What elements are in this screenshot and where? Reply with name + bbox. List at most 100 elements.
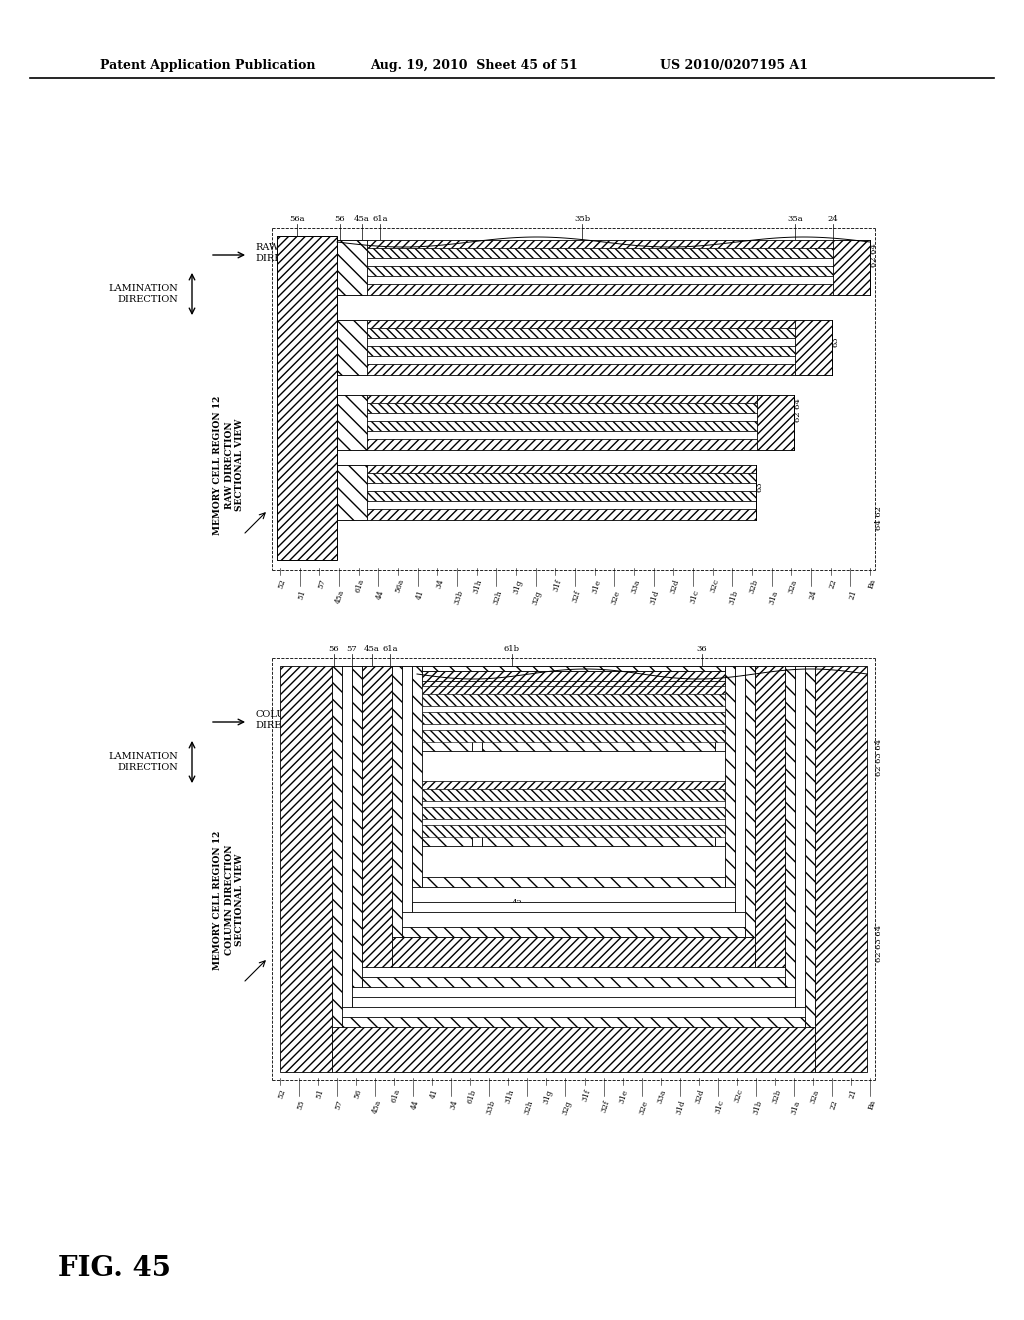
Text: 61a: 61a	[390, 1088, 401, 1104]
Bar	[422, 781, 472, 846]
Text: 35b: 35b	[654, 904, 670, 912]
Text: 62 64: 62 64	[870, 243, 878, 267]
Text: 32h: 32h	[523, 1100, 535, 1115]
Bar	[795, 319, 831, 375]
Bar	[422, 789, 725, 801]
Bar	[352, 997, 795, 1007]
Bar	[402, 927, 745, 937]
Bar	[332, 356, 831, 364]
Bar	[332, 473, 756, 483]
Text: 34: 34	[449, 1100, 459, 1111]
Text: 32c: 32c	[709, 578, 720, 594]
Text: LAMINATION
DIRECTION: LAMINATION DIRECTION	[109, 752, 178, 772]
Bar	[422, 730, 725, 742]
Bar	[715, 781, 725, 846]
Bar	[342, 1016, 805, 1027]
Text: 32e: 32e	[610, 589, 622, 605]
Bar	[332, 667, 815, 692]
Text: 55: 55	[296, 1100, 306, 1110]
Text: 33a: 33a	[656, 1088, 669, 1105]
Text: 31c: 31c	[714, 1100, 725, 1115]
Text: 31f: 31f	[581, 1088, 592, 1102]
Bar	[422, 825, 725, 837]
Text: 55: 55	[308, 487, 319, 496]
Text: US 2010/0207195 A1: US 2010/0207195 A1	[660, 58, 808, 71]
Bar	[332, 483, 756, 491]
Bar	[402, 667, 412, 912]
Text: 62 63 64: 62 63 64	[874, 925, 883, 962]
Bar	[332, 395, 794, 403]
Text: 35a: 35a	[657, 714, 673, 722]
Bar	[332, 395, 367, 450]
Text: 32c: 32c	[732, 1088, 744, 1104]
Text: 21: 21	[847, 589, 858, 601]
Text: 32f: 32f	[571, 589, 583, 603]
Bar	[332, 440, 794, 450]
Bar	[332, 240, 870, 294]
Bar	[412, 667, 422, 887]
Text: SECTIONAL VIEW: SECTIONAL VIEW	[236, 418, 245, 511]
Text: 35a: 35a	[657, 904, 673, 912]
Text: 62 64: 62 64	[794, 399, 802, 422]
Text: 31d: 31d	[675, 1100, 687, 1115]
Text: FIG. 45: FIG. 45	[58, 1254, 171, 1282]
Text: 42: 42	[512, 804, 522, 812]
Text: 45a: 45a	[365, 645, 380, 653]
Bar	[278, 236, 332, 560]
Text: 45a: 45a	[354, 215, 370, 223]
Text: Patent Application Publication: Patent Application Publication	[100, 58, 315, 71]
Bar	[332, 510, 756, 520]
Bar	[422, 818, 725, 825]
Text: 32b: 32b	[770, 1088, 782, 1105]
Bar	[362, 667, 392, 968]
Bar	[332, 319, 831, 375]
Text: 52: 52	[276, 1088, 288, 1100]
Text: 45c: 45c	[439, 714, 455, 722]
Text: 35a: 35a	[657, 809, 673, 817]
Bar	[482, 781, 715, 846]
Text: 57: 57	[316, 578, 327, 590]
Text: Ba: Ba	[867, 578, 878, 590]
Text: 33a: 33a	[630, 578, 642, 594]
Text: 57: 57	[334, 1100, 345, 1110]
Text: 63: 63	[831, 337, 840, 347]
Text: 55: 55	[308, 342, 319, 351]
Text: 32h: 32h	[492, 589, 504, 606]
Bar	[332, 403, 794, 413]
Bar	[785, 667, 795, 987]
Text: 22: 22	[828, 1100, 840, 1110]
Text: RAW DIRECTION: RAW DIRECTION	[224, 421, 233, 508]
Bar	[422, 723, 725, 730]
Bar	[332, 267, 870, 276]
Text: 31c: 31c	[688, 589, 700, 605]
Bar	[332, 421, 794, 432]
Bar	[422, 686, 472, 751]
Text: MEMORY CELL REGION 12: MEMORY CELL REGION 12	[213, 395, 222, 535]
Bar	[342, 667, 805, 671]
Text: 43: 43	[481, 714, 493, 722]
Text: 22: 22	[827, 578, 839, 590]
Bar	[332, 413, 794, 421]
Text: Ba: Ba	[867, 1100, 878, 1111]
Text: 31d: 31d	[649, 589, 662, 606]
Text: 32a: 32a	[786, 578, 799, 594]
Bar	[332, 284, 870, 294]
Text: 32d: 32d	[669, 578, 681, 594]
Text: 41: 41	[512, 709, 522, 717]
Text: 56: 56	[335, 215, 345, 223]
Text: 43: 43	[481, 904, 493, 912]
Bar	[715, 686, 725, 751]
Text: 44: 44	[376, 589, 386, 601]
Bar	[332, 465, 756, 473]
Bar	[402, 667, 745, 671]
Bar	[422, 807, 725, 818]
Bar	[795, 667, 805, 1007]
Bar	[332, 327, 831, 338]
Bar	[332, 319, 367, 375]
Bar	[332, 257, 870, 267]
Bar	[342, 667, 352, 1007]
Text: 62 63 64: 62 63 64	[874, 739, 883, 776]
Bar	[757, 395, 794, 450]
Bar	[472, 781, 482, 846]
Text: 57: 57	[347, 645, 357, 653]
